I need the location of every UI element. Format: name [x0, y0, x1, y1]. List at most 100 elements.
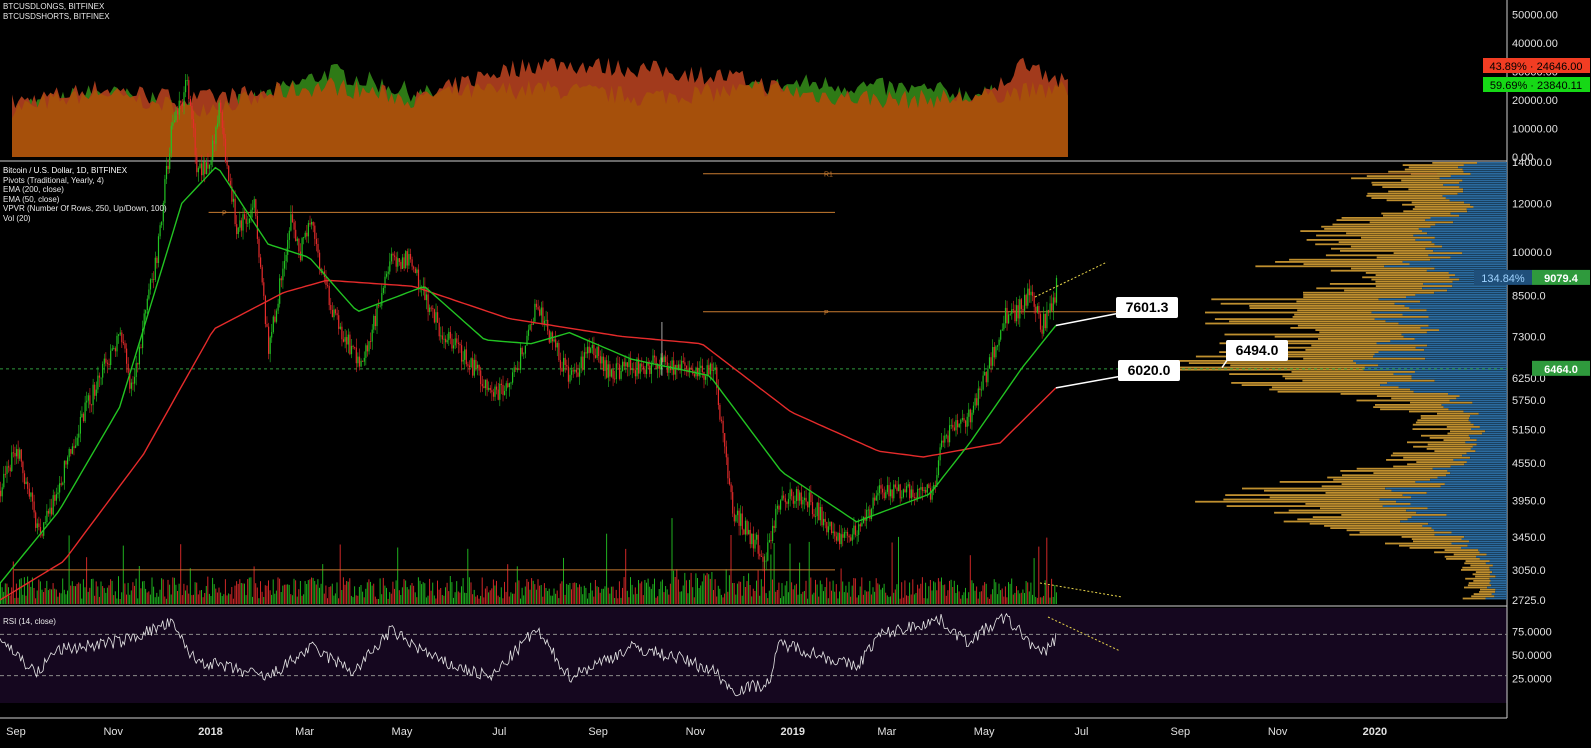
volume-bar	[984, 582, 986, 604]
volume-bar	[853, 578, 855, 604]
volume-bar	[939, 581, 941, 604]
candle-body	[772, 525, 774, 541]
legend-volume[interactable]: Vol (20)	[3, 213, 31, 223]
candle-body	[827, 526, 829, 533]
candle-body	[118, 334, 120, 336]
candle-body	[778, 505, 780, 510]
volume-bar	[488, 592, 490, 604]
candle-body	[183, 92, 185, 106]
vpvr-row	[1325, 254, 1429, 257]
volume-bar	[36, 590, 38, 604]
vpvr-row	[1353, 360, 1507, 362]
legend-rsi[interactable]: RSI (14, close)	[3, 617, 56, 626]
vpvr-row	[1409, 547, 1461, 549]
legend-pivots[interactable]: Pivots (Traditional, Yearly, 4)	[3, 175, 104, 185]
vpvr-row	[1479, 426, 1507, 428]
candle-body	[730, 484, 732, 493]
candle-body	[899, 484, 901, 499]
vpvr-row	[1489, 566, 1507, 569]
candle-body	[31, 492, 34, 502]
volume-bar	[673, 570, 675, 604]
volume-bar	[527, 581, 529, 604]
candle-body	[199, 163, 201, 169]
candle-body	[338, 315, 340, 329]
candle-body	[684, 362, 686, 366]
legend-ema50[interactable]: EMA (50, close)	[3, 194, 60, 204]
pivot-label-p: P	[824, 310, 829, 317]
candle-body	[736, 510, 739, 516]
vpvr-row	[1478, 412, 1507, 415]
volume-bar	[344, 584, 346, 604]
volume-bar	[856, 597, 858, 604]
volume-bar	[497, 595, 499, 604]
vpvr-row	[1371, 181, 1460, 184]
candle-body	[492, 392, 495, 397]
volume-bar	[725, 569, 727, 604]
volume-bar	[728, 575, 730, 604]
candle-body	[510, 382, 512, 384]
volume-bar	[880, 589, 882, 604]
volume-bar	[65, 594, 67, 604]
volume-bar	[1039, 597, 1041, 604]
vpvr-row	[1402, 494, 1507, 496]
candle-body	[73, 446, 75, 448]
volume-bar	[631, 584, 633, 604]
candle-body	[819, 507, 821, 521]
volume-bar	[106, 587, 108, 604]
candle-body	[102, 363, 104, 378]
candle-body	[266, 324, 268, 327]
candle-body	[752, 533, 754, 549]
volume-bar	[212, 577, 214, 604]
volume-bar	[773, 543, 775, 604]
volume-bar	[872, 587, 874, 604]
candle-body	[1049, 303, 1051, 313]
volume-bar	[636, 593, 638, 604]
volume-bar	[295, 580, 297, 604]
candle-body	[808, 492, 810, 508]
candle-body	[856, 534, 858, 536]
time-axis-tick: Nov	[103, 726, 123, 738]
time-axis-tick: 2019	[780, 726, 804, 738]
candle-body	[218, 102, 220, 124]
volume-bar	[427, 595, 429, 604]
volume-bar	[87, 591, 89, 604]
volume-bar	[720, 594, 722, 604]
volume-bar	[1047, 585, 1049, 604]
candle-body	[987, 368, 989, 383]
candle-body	[489, 387, 491, 391]
candle-body	[701, 365, 703, 372]
legend-ema200[interactable]: EMA (200, close)	[3, 185, 64, 194]
price-axis-tick: 14000.0	[1512, 157, 1552, 169]
volume-bar	[392, 581, 394, 604]
vpvr-row	[1495, 591, 1507, 593]
volume-bar	[553, 588, 555, 604]
candle-body	[146, 298, 148, 310]
volume-bar	[612, 586, 614, 604]
volume-bar	[161, 578, 163, 604]
vpvr-row	[1294, 313, 1403, 316]
volume-bar	[850, 596, 852, 604]
vpvr-row	[1432, 467, 1507, 470]
volume-bar	[866, 591, 868, 604]
vpvr-row	[1465, 560, 1490, 562]
legend-vpvr[interactable]: VPVR (Number Of Rows, 250, Up/Down, 100)	[3, 204, 167, 213]
vpvr-row	[1373, 355, 1507, 358]
vpvr-row	[1274, 511, 1417, 514]
vpvr-row	[1414, 338, 1507, 340]
vpvr-row	[1324, 525, 1423, 527]
volume-bar	[49, 588, 51, 604]
vpvr-row	[1211, 298, 1379, 301]
volume-bar	[244, 583, 245, 604]
legend-symbol[interactable]: Bitcoin / U.S. Dollar, 1D, BITFINEX	[3, 166, 128, 175]
volume-bar	[893, 592, 895, 604]
vpvr-row	[1195, 500, 1396, 503]
volume-bar	[31, 577, 33, 604]
candle-body	[759, 553, 761, 557]
volume-bar	[944, 584, 946, 604]
vpvr-row	[1320, 507, 1428, 510]
candle-body	[342, 339, 345, 342]
volume-bar	[593, 596, 595, 604]
candle-body	[167, 165, 169, 170]
